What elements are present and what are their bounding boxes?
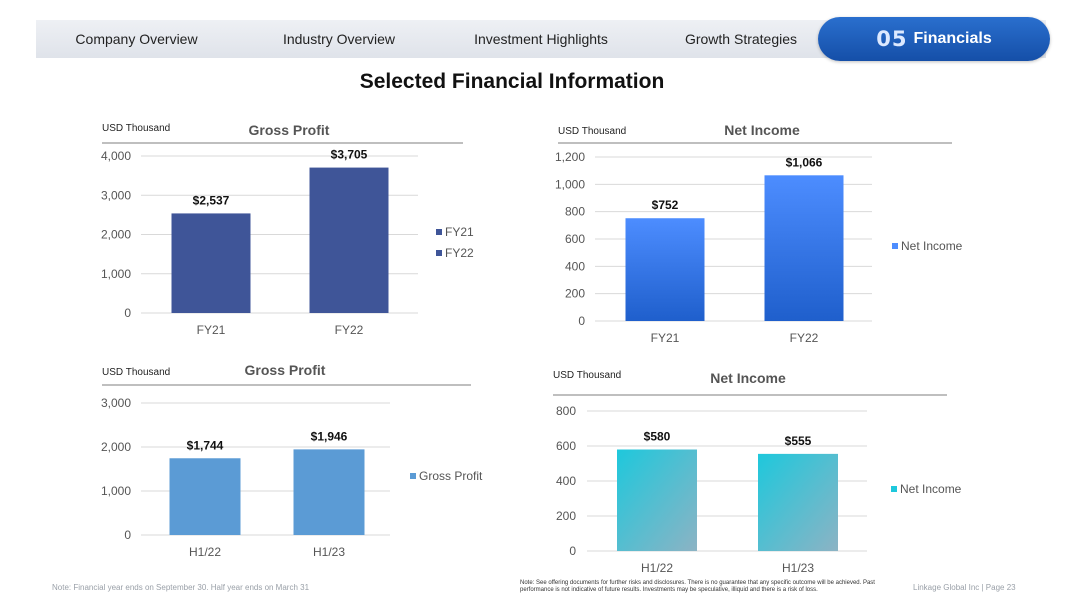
footnote-disclaimer: Note: See offering documents for further… <box>520 580 875 593</box>
gp_half-bar <box>169 458 241 535</box>
ni_half-title: Net Income <box>710 370 786 386</box>
gp_fy-title: Gross Profit <box>249 122 330 138</box>
gp_half-data-label: $1,744 <box>187 438 224 452</box>
ni_fy-category-label: FY21 <box>651 331 680 345</box>
ni_fy-ytick-label: 1,000 <box>555 177 585 191</box>
gp_half-category-label: H1/22 <box>189 545 221 559</box>
ni_half-category-label: H1/22 <box>641 561 673 575</box>
nav-financials-active[interactable]: 05 Financials <box>818 17 1050 61</box>
ni_half-ytick-label: 600 <box>556 439 576 453</box>
gp_fy-unit-label: USD Thousand <box>102 123 170 134</box>
gp_half-bar <box>293 449 365 535</box>
ni_fy-ytick-label: 0 <box>578 314 585 328</box>
ni_fy-bar <box>625 218 705 321</box>
ni_half-ytick-label: 200 <box>556 509 576 523</box>
ni_fy-title: Net Income <box>724 122 800 138</box>
nav-investment-highlights[interactable]: Investment Highlights <box>474 31 608 47</box>
page-title: Selected Financial Information <box>359 70 665 93</box>
ni_fy-data-label: $752 <box>652 198 679 212</box>
ni_fy-ytick-label: 600 <box>565 232 585 246</box>
gp_fy-ytick-label: 0 <box>124 306 131 320</box>
ni_half-bar <box>758 453 838 551</box>
gp_fy-data-label: $2,537 <box>193 193 230 207</box>
nav-growth-strategies[interactable]: Growth Strategies <box>684 31 798 47</box>
gp_fy-ytick-label: 3,000 <box>101 188 131 202</box>
ni_fy-ytick-label: 400 <box>565 259 585 273</box>
nav-financials-label: Financials <box>913 30 992 47</box>
ni_fy-ytick-label: 1,200 <box>555 150 585 164</box>
nav-company-overview[interactable]: Company Overview <box>75 31 198 47</box>
nav-section-number: 05 <box>876 27 908 51</box>
gp_fy-legend-swatch <box>436 229 442 235</box>
gp_fy-category-label: FY22 <box>335 323 364 337</box>
ni_half-legend-swatch <box>891 486 897 492</box>
ni_fy-ytick-label: 800 <box>565 205 585 219</box>
ni_half-ytick-label: 800 <box>556 404 576 418</box>
ni_fy-data-label: $1,066 <box>786 155 823 169</box>
ni_fy-category-label: FY22 <box>790 331 819 345</box>
ni_half-category-label: H1/23 <box>782 561 814 575</box>
nav-industry-overview[interactable]: Industry Overview <box>282 31 396 47</box>
gp_fy-category-label: FY21 <box>197 323 226 337</box>
ni_half-unit-label: USD Thousand <box>553 370 621 381</box>
ni_fy-legend-swatch <box>892 243 898 249</box>
ni_fy-bar <box>764 175 844 321</box>
gp_fy-legend-label: FY22 <box>445 246 474 260</box>
footnote-fiscal-year: Note: Financial year ends on September 3… <box>52 583 310 592</box>
ni_half-ytick-label: 400 <box>556 474 576 488</box>
gp_fy-ytick-label: 1,000 <box>101 267 131 281</box>
ni_half-bar <box>617 449 697 551</box>
gp_half-ytick-label: 1,000 <box>101 484 131 498</box>
gp_half-data-label: $1,946 <box>311 429 348 443</box>
gp_half-ytick-label: 0 <box>124 528 131 542</box>
gp_half-unit-label: USD Thousand <box>102 367 170 378</box>
gp_half-ytick-label: 3,000 <box>101 396 131 410</box>
gp_fy-ytick-label: 4,000 <box>101 149 131 163</box>
ni_half-data-label: $580 <box>644 430 671 444</box>
ni_half-ytick-label: 0 <box>569 544 576 558</box>
ni_fy-unit-label: USD Thousand <box>558 126 626 137</box>
gp_half-legend-label: Gross Profit <box>419 469 483 483</box>
ni_fy-legend-label: Net Income <box>901 239 963 253</box>
gp_fy-bar <box>309 167 389 313</box>
page-number: Linkage Global Inc | Page 23 <box>913 583 1016 592</box>
ni_half-legend-label: Net Income <box>900 482 962 496</box>
gp_fy-ytick-label: 2,000 <box>101 228 131 242</box>
gp_half-category-label: H1/23 <box>313 545 345 559</box>
gp_fy-bar <box>171 213 251 313</box>
ni_fy-ytick-label: 200 <box>565 287 585 301</box>
gp_half-legend-swatch <box>410 473 416 479</box>
gp_fy-legend-label: FY21 <box>445 225 474 239</box>
gp_fy-data-label: $3,705 <box>331 148 368 162</box>
gp_half-title: Gross Profit <box>245 362 326 378</box>
gp_fy-legend-swatch <box>436 250 442 256</box>
gp_half-ytick-label: 2,000 <box>101 440 131 454</box>
ni_half-data-label: $555 <box>785 434 812 448</box>
